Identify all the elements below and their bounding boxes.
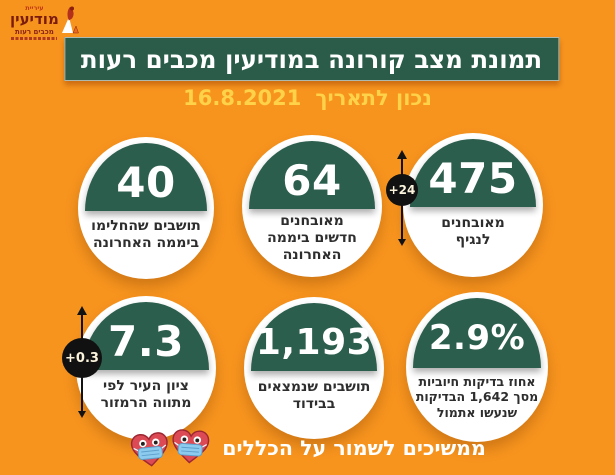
stat-cap: 40 <box>85 143 207 211</box>
stat-label: תושבים שהחלימו ביממה האחרונה <box>80 218 212 252</box>
stat-circle-recovered: 40 תושבים שהחלימו ביממה האחרונה <box>78 137 214 279</box>
change-indicator-active-cases: +24 <box>386 150 418 246</box>
stat-label-line: בבידוד <box>292 396 336 413</box>
stat-cap: 475 <box>410 139 536 207</box>
stat-value: 2.9% <box>428 318 526 358</box>
logo-figure-icon <box>61 6 79 34</box>
stat-value: 40 <box>116 157 176 207</box>
stat-value: 64 <box>282 155 342 205</box>
stat-circle-city-score: 7.3 ציון העיר לפי מתווה הרמזור <box>76 296 216 440</box>
change-badge: +24 <box>386 174 418 206</box>
stat-label-line: אחוז בדיקות חיוביות <box>418 374 536 389</box>
stat-label-line: תושבים שהחלימו <box>91 218 201 234</box>
municipality-logo: עיריית מודיעין מכבים רעות <box>10 4 79 40</box>
stat-label-line: לנגיף <box>455 232 491 249</box>
arrow-down-icon <box>78 411 86 418</box>
stat-label-line: ביממה האחרונה <box>92 235 200 252</box>
stat-label-line: מתווה הרמזור <box>100 395 192 412</box>
stat-label: ציון העיר לפי מתווה הרמזור <box>78 378 214 412</box>
footer-message-row: ממשיכים לשמור על הכללים <box>0 427 615 469</box>
stat-label-line: מאובחנים <box>441 215 505 231</box>
stat-value: 1,193 <box>255 321 373 363</box>
stat-value: 475 <box>428 153 518 203</box>
logo-english-line <box>11 37 58 40</box>
stat-label: מאובחנים חדשים ביממה האחרונה <box>244 213 380 264</box>
logo-sub-name: מכבים רעות <box>15 27 54 36</box>
stat-circle-new-cases: 64 מאובחנים חדשים ביממה האחרונה <box>242 135 382 277</box>
municipality-logo-text: עיריית מודיעין מכבים רעות <box>10 4 59 40</box>
stat-circle-positive-rate: 2.9% אחוז בדיקות חיוביות מסך 1,642 הבדיק… <box>406 292 548 442</box>
stat-label: תושבים שנמצאים בבידוד <box>246 379 382 413</box>
stat-value: 7.3 <box>108 316 184 366</box>
stat-label-line: ציון העיר לפי <box>103 378 189 394</box>
stat-circle-active-cases: 475 מאובחנים לנגיף <box>403 133 543 277</box>
arrow-up-icon <box>397 150 407 159</box>
logo-city-name: מודיעין <box>10 10 59 29</box>
arrow-down-icon <box>398 239 406 246</box>
stat-label: אחוז בדיקות חיוביות מסך 1,642 הבדיקות שנ… <box>408 374 546 420</box>
stat-label-line: חדשים ביממה <box>267 230 357 247</box>
footer-message: ממשיכים לשמור על הכללים <box>222 436 486 460</box>
report-date: נכון לתאריך 16.8.2021 <box>0 86 615 110</box>
stat-label-line: מאובחנים <box>280 213 344 229</box>
stat-label-line: תושבים שנמצאים <box>257 379 371 395</box>
change-badge: +0.3 <box>62 338 102 378</box>
date-label: נכון לתאריך <box>315 86 432 110</box>
masked-hearts-icon <box>131 429 210 467</box>
stat-label: מאובחנים לנגיף <box>405 215 541 249</box>
arrow-up-icon <box>77 306 87 315</box>
stat-label-line: מסך 1,642 הבדיקות <box>415 389 539 405</box>
page-title: תמונת מצב קורונה במודיעין מכבים רעות <box>80 44 543 74</box>
stat-cap: 64 <box>249 141 375 209</box>
logo-top-word: עיריית <box>25 4 44 12</box>
stat-cap: 1,193 <box>251 303 377 371</box>
date-value: 16.8.2021 <box>183 86 302 110</box>
stat-cap: 2.9% <box>413 298 541 368</box>
title-banner: תמונת מצב קורונה במודיעין מכבים רעות <box>63 37 560 81</box>
change-indicator-city-score: +0.3 <box>62 306 102 418</box>
stat-label-line: שנעשו אתמול <box>436 404 518 420</box>
stat-label-line: האחרונה <box>282 247 342 264</box>
stat-circle-isolation: 1,193 תושבים שנמצאים בבידוד <box>244 297 384 439</box>
